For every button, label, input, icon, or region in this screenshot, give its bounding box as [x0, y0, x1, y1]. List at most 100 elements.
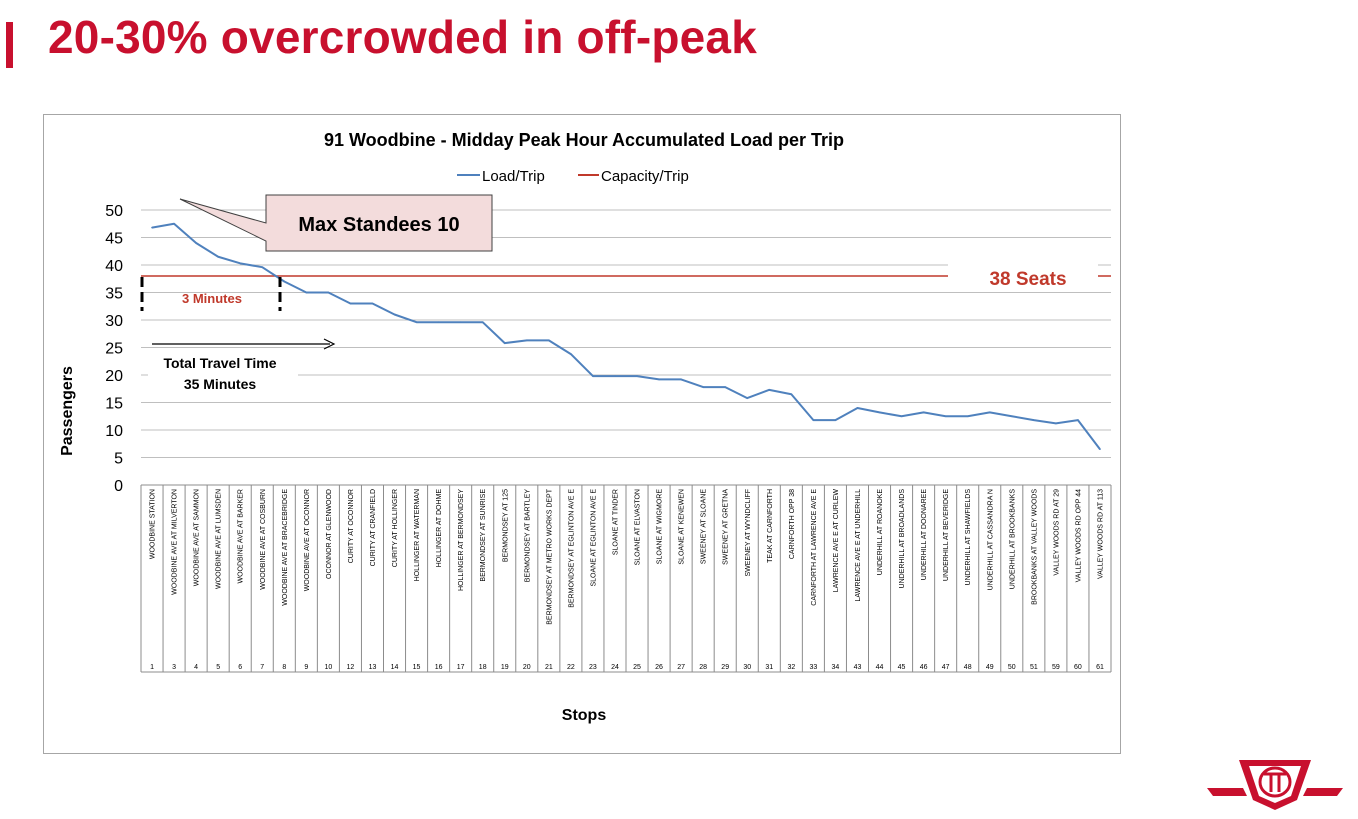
stop-number-label: 7: [260, 664, 264, 671]
x-tick-label: SWEENEY AT WYNDCLIFF: [745, 489, 752, 577]
slide-title: 20-30% overcrowded in off-peak: [48, 11, 757, 63]
load-point: [878, 411, 881, 414]
stop-number-label: 34: [832, 664, 840, 671]
stop-number-label: 28: [699, 664, 707, 671]
load-point: [305, 291, 308, 294]
load-point: [636, 375, 638, 377]
x-tick-label: UNDERHILL AT BROOKBANKS: [1009, 489, 1016, 590]
stop-number-label: 1: [150, 664, 154, 671]
x-tick-label: CARNFORTH OPP 38: [789, 489, 796, 559]
x-tick-label: HOLLINGER AT WATERMAN: [414, 489, 421, 581]
x-tick-label: VALLEY WOODS RD OPP 44: [1075, 489, 1082, 582]
y-tick-label: 15: [105, 396, 123, 413]
stop-number-label: 5: [216, 664, 220, 671]
legend-capacity-label: Capacity/Trip: [601, 168, 689, 185]
load-point: [437, 321, 440, 323]
x-tick-label: SWEENEY AT SLOANE: [701, 489, 708, 564]
load-point: [724, 386, 727, 388]
stop-number-label: 6: [238, 664, 242, 671]
x-tick-label: SLOANE AT ELVASTON: [635, 489, 642, 565]
x-tick-label: LAWRENCE AVE E AT CURLEW: [833, 489, 840, 593]
load-point: [856, 407, 859, 409]
y-tick-label: 5: [114, 451, 123, 468]
stop-number-label: 16: [435, 664, 443, 671]
stop-number-label: 20: [523, 664, 531, 671]
y-tick-label: 40: [105, 258, 123, 275]
stop-number-label: 29: [721, 664, 729, 671]
stop-number-label: 14: [391, 664, 399, 671]
stop-number-label: 31: [765, 664, 773, 671]
stop-number-label: 13: [369, 664, 377, 671]
x-tick-label: HOLLINGER AT DOHME: [436, 489, 443, 568]
stop-number-label: 44: [876, 664, 884, 671]
load-line: [151, 222, 1101, 450]
seats-label-bg: [948, 263, 1098, 291]
x-tick-label: LAWRENCE AVE E AT UNDERHILL: [855, 489, 862, 602]
load-point: [658, 378, 660, 381]
y-tick-label: 20: [105, 368, 123, 385]
y-tick-label: 45: [105, 231, 123, 248]
x-tick-label: OCONNOR AT GLENWOOD: [326, 489, 333, 579]
y-tick-label: 10: [105, 423, 123, 440]
x-tick-label: UNDERHILL AT SHAWFIELDS: [965, 489, 972, 586]
x-tick-label: BROOKBANKS AT VALLEY WOODS: [1031, 489, 1038, 605]
x-tick-label: CURITY AT OCONNOR: [348, 489, 355, 563]
x-tick-label: WOODBINE AVE AT BARKER: [238, 489, 245, 584]
stop-number-label: 26: [655, 664, 663, 671]
x-tick-label: BERMONDSEY AT 125: [502, 489, 509, 562]
load-point: [548, 339, 550, 342]
load-point: [349, 302, 352, 305]
y-axis-label: Passengers: [59, 366, 76, 456]
chart-frame: 91 Woodbine - Midday Peak Hour Accumulat…: [43, 114, 1121, 754]
x-tick-label: BERMONDSEY AT METRO WORKS DEPT: [546, 488, 553, 624]
stop-number-label: 15: [413, 664, 421, 671]
load-point: [570, 353, 572, 355]
x-tick-label: TEAK AT CARNFORTH: [767, 489, 774, 563]
load-point: [327, 291, 330, 294]
x-tick-label: UNDERHILL AT CASSANDRA N: [987, 489, 994, 590]
stop-number-label: 9: [304, 664, 308, 671]
x-tick-label: UNDERHILL AT BEVERIDGE: [943, 489, 950, 581]
x-tick-label: UNDERHILL AT ROANOKE: [877, 489, 884, 576]
load-point: [1033, 419, 1035, 421]
travel-text-bg: [148, 351, 298, 395]
x-tick-label: SLOANE AT KENEWEN: [679, 489, 686, 565]
stop-number-label: 8: [282, 664, 286, 671]
load-point: [988, 411, 991, 414]
stop-number-label: 33: [809, 664, 817, 671]
minutes-label: 3 Minutes: [182, 291, 242, 306]
load-chart: 91 Woodbine - Midday Peak Hour Accumulat…: [59, 130, 1112, 724]
load-point: [702, 386, 704, 388]
stop-number-label: 60: [1074, 664, 1082, 671]
x-tick-label: BERMONDSEY AT SUNRISE: [480, 489, 487, 582]
load-point: [966, 415, 969, 418]
x-tick-label: VALLEY WOODS RD AT 29: [1053, 489, 1060, 576]
load-point: [195, 242, 197, 244]
load-point: [746, 397, 749, 399]
load-point: [1077, 419, 1079, 421]
ttc-logo: [1207, 760, 1343, 810]
stop-number-label: 10: [324, 664, 332, 671]
load-point: [371, 302, 374, 305]
x-axis-label: Stops: [562, 707, 607, 724]
y-tick-label: 35: [105, 286, 123, 303]
x-tick-label: UNDERHILL AT BROADLANDS: [899, 489, 906, 589]
load-point: [393, 313, 396, 316]
x-tick-label: BERMONDSEY AT BARTLEY: [524, 489, 531, 583]
x-tick-label: CURITY AT CRANFIELD: [370, 489, 377, 566]
load-point: [790, 393, 793, 396]
x-tick-label: SLOANE AT TINDER: [612, 489, 619, 555]
logo-ring: [1258, 766, 1292, 798]
x-tick-label: SWEENEY AT GRETNA: [723, 489, 730, 565]
x-tick-label: VALLEY WOODS RD AT 113: [1097, 489, 1104, 579]
stop-number-label: 51: [1030, 664, 1038, 671]
x-tick-label: CARNFORTH AT LAWRENCE AVE E: [811, 489, 818, 606]
stop-number-label: 23: [589, 664, 597, 671]
stop-number-label: 48: [964, 664, 972, 671]
stop-number-label: 59: [1052, 664, 1060, 671]
x-tick-label: CURITY AT HOLLINGER: [392, 489, 399, 567]
x-tick-label: WOODBINE AVE AT OCONNOR: [304, 489, 311, 591]
stop-number-label: 43: [854, 664, 862, 671]
load-point: [481, 321, 484, 323]
stop-number-label: 3: [172, 664, 176, 671]
